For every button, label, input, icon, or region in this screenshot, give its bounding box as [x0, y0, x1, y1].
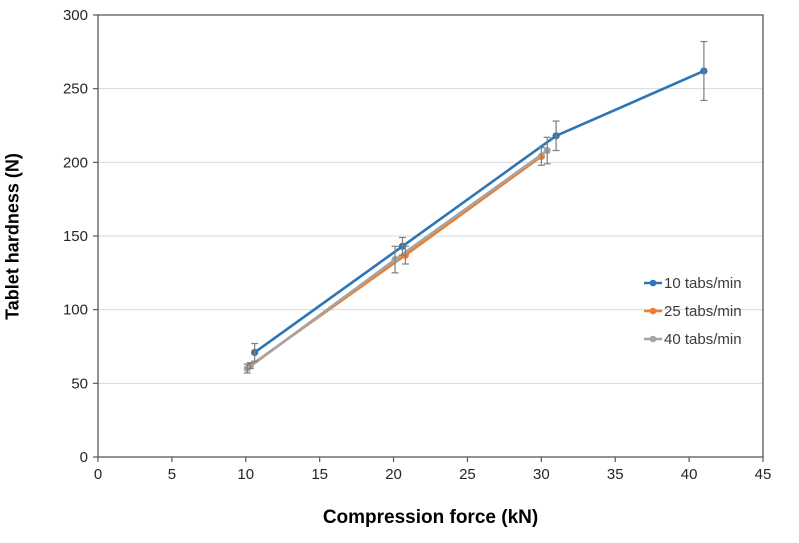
x-tick-label: 30	[533, 466, 550, 483]
legend-line-marker-icon	[644, 335, 662, 343]
x-tick-label: 10	[237, 466, 254, 483]
legend-marker	[649, 335, 657, 343]
y-tick-label: 250	[63, 81, 88, 98]
y-axis-title: Tablet hardness (N)	[2, 153, 23, 320]
legend-line-marker-icon	[644, 307, 662, 315]
x-tick-label: 25	[459, 466, 476, 483]
legend-item-series-2: 40 tabs/min	[644, 325, 742, 353]
legend-marker	[649, 307, 657, 315]
legend-line-marker-icon	[644, 279, 662, 287]
x-tick-label: 40	[681, 466, 698, 483]
y-tick-label: 50	[71, 375, 88, 392]
legend-item-series-0: 10 tabs/min	[644, 269, 742, 297]
y-tick-label: 200	[63, 154, 88, 171]
x-tick-label: 45	[755, 466, 772, 483]
y-tick-label: 300	[63, 7, 88, 24]
legend: 10 tabs/min 25 tabs/min 40 tabs/min	[644, 269, 742, 353]
x-tick-label: 15	[311, 466, 328, 483]
x-tick-label: 20	[385, 466, 402, 483]
y-tick-label: 0	[80, 449, 88, 466]
series-line-10 tabs/min	[253, 69, 706, 354]
legend-label: 40 tabs/min	[664, 330, 742, 348]
x-tick-label: 0	[94, 466, 102, 483]
y-tick-label: 100	[63, 302, 88, 319]
legend-marker	[649, 279, 657, 287]
y-tick-label: 150	[63, 228, 88, 245]
x-axis-title: Compression force (kN)	[322, 507, 539, 528]
x-tick-label: 35	[607, 466, 624, 483]
legend-label: 25 tabs/min	[664, 302, 742, 320]
legend-label: 10 tabs/min	[664, 274, 742, 292]
legend-item-series-1: 25 tabs/min	[644, 297, 742, 325]
x-tick-label: 5	[168, 466, 176, 483]
